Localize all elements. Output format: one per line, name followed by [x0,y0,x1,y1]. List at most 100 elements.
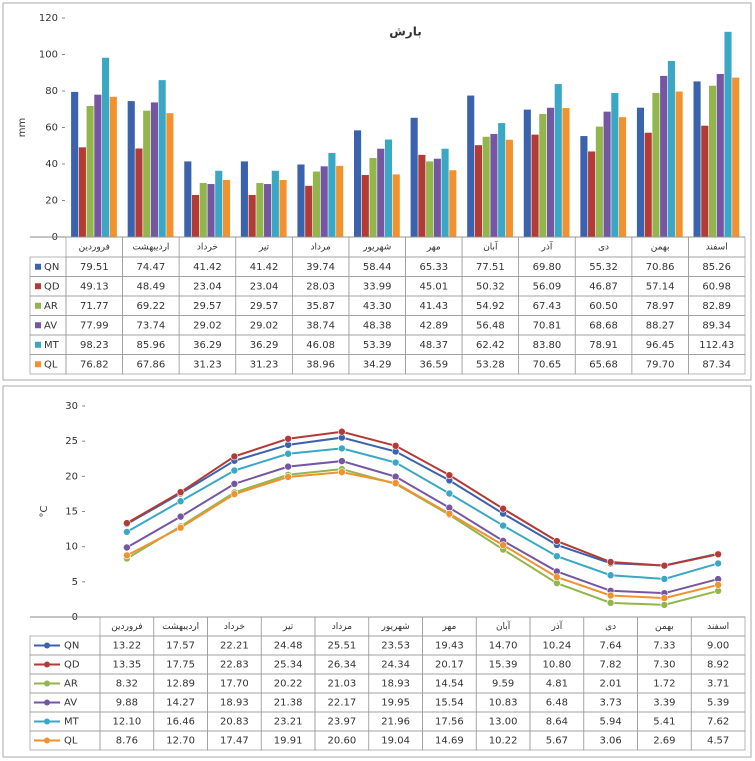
table-value: 14.69 [435,736,464,747]
legend-swatch [35,263,41,270]
category-label: اسفند [706,243,728,253]
category-label: بهمن [655,622,674,632]
bar [312,171,321,237]
point [553,552,561,561]
table-value: 8.76 [116,736,138,747]
bar [667,60,675,238]
table-value: 20.60 [328,736,357,747]
table-value: 9.00 [707,641,729,652]
point [391,472,400,481]
bar [94,94,102,238]
point [553,537,561,545]
table-value: 29.02 [193,320,222,331]
table-value: 36.29 [250,340,279,351]
table-value: 41.42 [193,262,222,273]
table-value: 19.04 [381,736,410,747]
category-label: اردیبهشت [162,622,199,632]
table-value: 5.41 [653,717,675,728]
table-value: 77.51 [476,262,505,273]
series-line [126,460,719,595]
category-label: مرداد [310,243,330,253]
table-value: 17.57 [166,641,195,652]
table-value: 77.99 [80,320,109,331]
table-value: 20.17 [435,660,464,671]
table-value: 16.46 [166,717,195,728]
table-value: 55.32 [589,262,618,273]
bar [215,170,223,237]
category-label: اسفند [707,622,729,632]
legend-marker [44,642,50,649]
table-value: 20.22 [274,679,303,690]
bar [150,102,158,237]
table-value: 70.65 [533,359,562,370]
bar [724,31,732,238]
point [445,509,454,518]
table-value: 29.57 [250,301,279,312]
table-value: 53.28 [476,359,505,370]
point [499,521,507,530]
table-value: 46.08 [306,340,335,351]
table-value: 79.51 [80,262,109,273]
table-value: 89.34 [702,320,731,331]
y-tick-label: 100 [39,50,58,61]
table-value: 46.87 [589,281,618,292]
table-value: 4.57 [707,736,729,747]
table-value: 10.83 [489,698,518,709]
bar [384,139,393,237]
bar [264,184,272,237]
point [660,601,669,609]
table-cell [690,730,746,751]
table-value: 17.70 [220,679,249,690]
category-label: آبان [496,620,511,632]
table-value: 68.68 [589,320,618,331]
bar [490,133,498,237]
point [176,497,185,506]
table-value: 60.98 [702,281,731,292]
table-value: 22.21 [220,641,249,652]
legend-label: AV [64,698,77,709]
table-value: 29.57 [193,301,222,312]
bar [279,180,287,237]
bar [554,84,562,237]
bar [523,109,531,237]
point [230,480,239,488]
point [391,458,400,467]
table-value: 71.77 [80,301,109,312]
point [230,452,239,461]
table-value: 10.80 [543,660,572,671]
legend-label: AV [44,320,57,331]
table-value: 78.97 [646,301,675,312]
bar [354,130,362,237]
table-value: 34.29 [363,359,392,370]
table-value: 24.34 [381,660,410,671]
point [714,550,722,559]
category-label: تیر [258,243,270,253]
table-value: 85.26 [702,262,731,273]
table-value: 7.62 [707,717,729,728]
y-tick-label: 20 [65,471,78,482]
bar [78,147,86,237]
table-value: 19.91 [274,736,303,747]
category-label: مرداد [332,622,352,632]
category-label: شهریور [362,243,391,253]
table-value: 17.56 [435,717,464,728]
bar [644,132,652,237]
point [553,573,561,581]
category-label: مهر [441,622,456,632]
table-value: 48.37 [419,340,448,351]
y-tick-label: 15 [65,507,78,518]
point [123,551,131,560]
table-value: 7.64 [599,641,621,652]
point [606,591,615,600]
table-value: 3.71 [707,679,729,690]
bar [86,106,94,238]
point [123,519,131,527]
table-value: 15.39 [489,660,518,671]
table-value: 5.67 [546,736,568,747]
table-value: 2.69 [653,736,675,747]
point [660,561,669,570]
bar [191,194,200,237]
bar [392,174,400,237]
bar [531,134,539,237]
table-value: 31.23 [193,359,222,370]
